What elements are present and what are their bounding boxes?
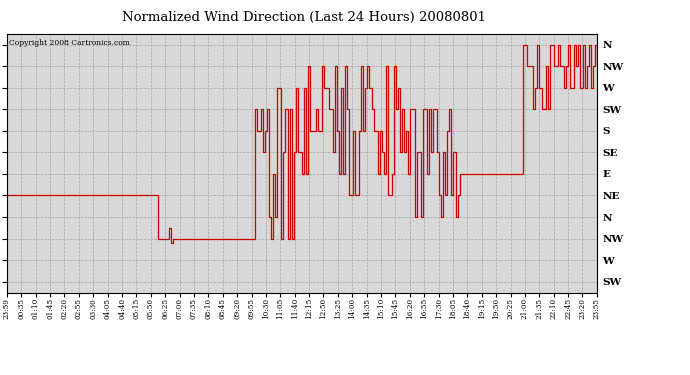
Text: Copyright 2008 Cartronics.com: Copyright 2008 Cartronics.com <box>9 39 130 47</box>
Text: Normalized Wind Direction (Last 24 Hours) 20080801: Normalized Wind Direction (Last 24 Hours… <box>121 11 486 24</box>
